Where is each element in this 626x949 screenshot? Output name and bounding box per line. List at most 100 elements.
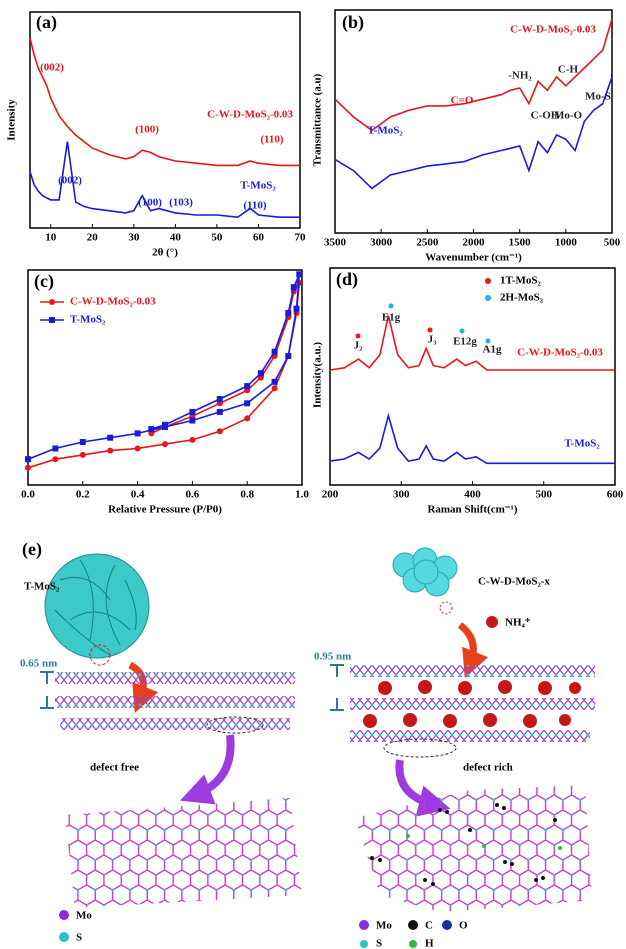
marker: [52, 456, 59, 463]
x-axis-label: Relative Pressure (P/P0): [108, 504, 222, 516]
x-tick-label: 400: [464, 489, 481, 501]
arrow: [457, 622, 489, 679]
marker: [244, 400, 251, 407]
legend-label: C: [425, 920, 433, 932]
annotation-dot: [355, 333, 361, 339]
marker: [271, 378, 278, 385]
legend-marker: [485, 295, 491, 301]
x-tick-label: 10: [45, 232, 57, 244]
series-label: C-W-D-MoS₂-0.03: [207, 109, 293, 121]
marker: [52, 445, 59, 452]
legend-label: Mo: [76, 910, 92, 922]
marker: [107, 434, 114, 441]
marker: [79, 451, 86, 458]
panel-label: (d): [336, 269, 358, 290]
marker: [162, 441, 168, 448]
legend-label: Mo: [376, 920, 392, 932]
annotation: -NH₂: [508, 70, 532, 82]
flower-sphere: [44, 553, 150, 659]
x-tick-label: 0.8: [240, 489, 254, 501]
y-axis-label: Transmittance (a.u): [312, 73, 324, 166]
petals: [54, 559, 137, 656]
annotation: (100): [138, 197, 162, 209]
legend-marker: [485, 278, 491, 284]
annotation: A1g: [483, 344, 502, 356]
marker: [189, 408, 196, 415]
annotation: J₃: [428, 334, 438, 346]
marker: [244, 383, 251, 390]
x-tick-label: 2500: [416, 237, 439, 249]
series-label: T-MoS₂: [240, 180, 276, 192]
annotation: C=O: [451, 95, 474, 107]
annotation-dot: [388, 303, 394, 309]
layers-left: [40, 671, 295, 734]
x-tick-label: 2000: [463, 237, 486, 249]
marker: [257, 370, 264, 377]
marker: [271, 348, 278, 355]
marker: [244, 415, 251, 422]
diagram: (e) T-MoS₂ C-W-D-MoS₂-x NH₄⁺ 0.65 nm 0.9…: [20, 539, 595, 949]
series-label: C-W-D-MoS₂-0.03: [517, 347, 603, 359]
x-tick-label: 300: [393, 489, 410, 501]
marker: [162, 421, 168, 428]
legend-marker: [49, 317, 55, 323]
x-tick-label: 1000: [555, 237, 578, 249]
annotation: C-H: [558, 64, 579, 76]
series-label: T-MoS₂: [564, 438, 600, 450]
annotation-dot: [485, 338, 491, 344]
marker: [25, 456, 31, 463]
series-line: [29, 141, 300, 219]
cluster: [392, 547, 458, 597]
marker: [189, 436, 196, 443]
marker: [216, 396, 223, 402]
legend-label: 1T-MoS₂: [500, 275, 541, 287]
lattice: [355, 785, 592, 912]
spacing-label: 0.95 nm: [314, 651, 351, 663]
marker: [134, 445, 141, 452]
annotation-dot: [427, 327, 433, 333]
plot-frame: [27, 269, 303, 486]
ion-ball: [486, 616, 498, 628]
lattice: [65, 798, 302, 908]
x-tick-label: 3500: [324, 237, 347, 249]
x-tick-label: 40: [170, 232, 182, 244]
dashed-circle: [439, 601, 453, 615]
marker: [296, 271, 303, 278]
y-axis-label: Intensity: [6, 99, 18, 141]
ion-label: NH₄⁺: [505, 617, 531, 629]
annotation: Mo-S: [585, 91, 611, 103]
x-tick-label: 3000: [370, 237, 393, 249]
x-axis-label: Wavenumber (cm⁻¹): [425, 252, 522, 264]
marker: [134, 430, 141, 437]
marker: [285, 310, 292, 316]
annotation: (002): [58, 175, 82, 187]
x-tick-label: 1.0: [295, 489, 309, 501]
annotation-dot: [459, 328, 465, 334]
arrow: [180, 734, 235, 805]
annotation: Mo-O: [554, 110, 583, 122]
marker: [25, 464, 31, 471]
x-tick-label: 500: [604, 237, 621, 249]
series-line: [27, 273, 301, 460]
x-tick-label: 20: [87, 232, 99, 244]
x-tick-label: 1500: [509, 237, 532, 249]
marker: [293, 305, 300, 312]
x-axis-label: 2θ (°): [152, 247, 178, 259]
panel-label: (c): [34, 271, 54, 292]
x-tick-label: 30: [128, 232, 140, 244]
legend-label: H: [425, 938, 434, 949]
x-tick-label: 0.2: [76, 489, 90, 501]
annotation: J₂: [354, 340, 364, 352]
spacing-label: 0.65 nm: [20, 658, 57, 670]
legend-label: S: [76, 932, 82, 944]
series-label: T-MoS₂: [367, 125, 403, 137]
legend-label: T-MoS₂: [70, 314, 106, 326]
x-tick-label: 60: [253, 232, 265, 244]
annotation: (110): [260, 134, 284, 146]
marker: [107, 447, 114, 454]
series-line: [334, 18, 613, 132]
annotation: (103): [169, 197, 193, 209]
plot-frame: [329, 267, 616, 486]
series-line: [29, 37, 300, 167]
